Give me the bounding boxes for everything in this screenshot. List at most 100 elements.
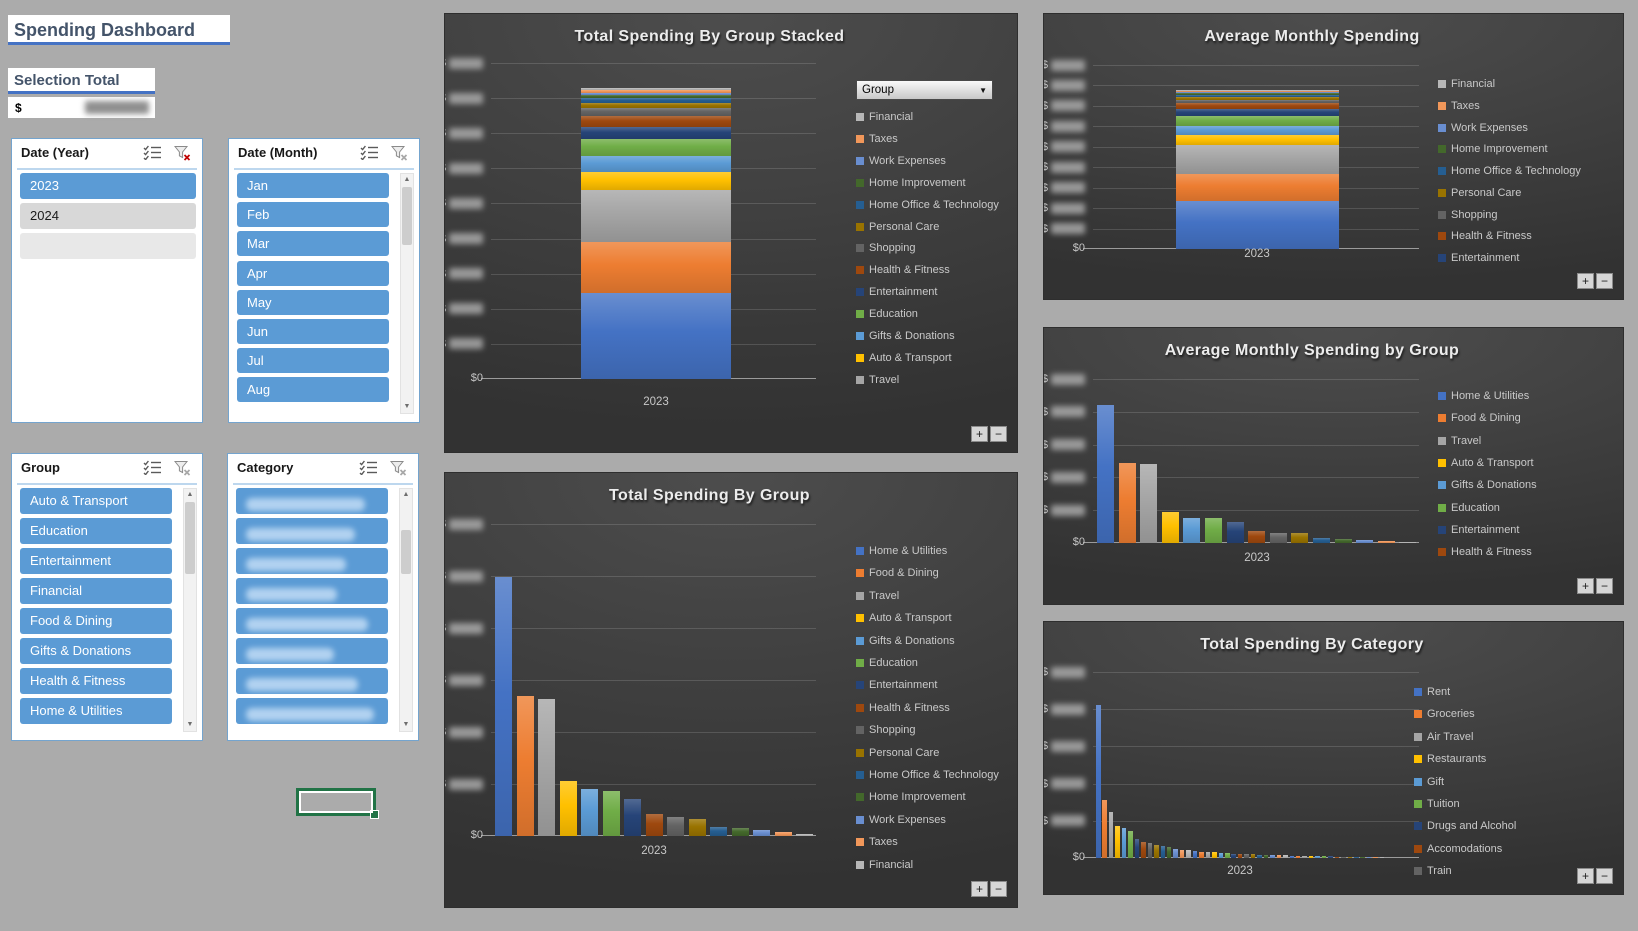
bar-category-33[interactable]: [1302, 855, 1307, 858]
bar-accomodations[interactable]: [1141, 842, 1146, 858]
bar-auto-transport[interactable]: [559, 781, 577, 836]
slicer-item[interactable]: [236, 488, 388, 514]
fill-handle[interactable]: [370, 810, 379, 819]
bar-entertainment[interactable]: [624, 798, 641, 836]
bar-category-40[interactable]: [1347, 856, 1353, 858]
bar-category-11[interactable]: [1160, 846, 1165, 858]
slicer-item-gifts-donations[interactable]: Gifts & Donations: [20, 638, 172, 664]
slicer-item[interactable]: [236, 608, 388, 634]
stack-segment-health-fitness[interactable]: [1175, 102, 1339, 109]
slicer-item-auto-transport[interactable]: Auto & Transport: [20, 488, 172, 514]
scroll-down-icon[interactable]: ▼: [400, 719, 412, 731]
multi-select-icon[interactable]: [140, 459, 164, 479]
bar-category-37[interactable]: [1328, 856, 1333, 858]
scrollbar-thumb[interactable]: [402, 187, 412, 245]
slicer-item[interactable]: [236, 518, 388, 544]
collapse-button[interactable]: −: [1596, 578, 1613, 594]
bar-category-30[interactable]: [1283, 855, 1288, 858]
bar-category-10[interactable]: [1154, 844, 1159, 858]
bar-home-office-technology[interactable]: [710, 826, 727, 836]
slicer-item-home-utilities[interactable]: Home & Utilities: [20, 698, 172, 724]
stack-segment-travel[interactable]: [1175, 145, 1339, 175]
expand-button[interactable]: +: [1577, 273, 1594, 289]
stack-segment-shopping[interactable]: [581, 108, 731, 116]
slicer-item[interactable]: [236, 638, 388, 664]
slicer-item-health-fitness[interactable]: Health & Fitness: [20, 668, 172, 694]
bar-category-28[interactable]: [1270, 855, 1275, 858]
clear-filter-icon[interactable]: [170, 459, 194, 479]
slicer-item-education[interactable]: Education: [20, 518, 172, 544]
bar-category-12[interactable]: [1166, 847, 1172, 858]
bar-travel[interactable]: [1140, 464, 1158, 543]
stack-segment-food-dining[interactable]: [1175, 174, 1339, 201]
bar-work-expenses[interactable]: [1356, 539, 1374, 543]
bar-category-14[interactable]: [1179, 849, 1185, 858]
expand-button[interactable]: +: [1577, 578, 1594, 594]
scroll-down-icon[interactable]: ▼: [184, 719, 196, 731]
bar-auto-transport[interactable]: [1161, 511, 1179, 543]
bar-category-23[interactable]: [1237, 853, 1243, 858]
collapse-button[interactable]: −: [1596, 273, 1613, 289]
bar-work-expenses[interactable]: [753, 829, 770, 836]
multi-select-icon[interactable]: [357, 144, 381, 164]
bar-taxes[interactable]: [774, 831, 792, 836]
scrollbar-thumb[interactable]: [401, 530, 411, 574]
bar-category-31[interactable]: [1289, 855, 1294, 858]
stack-segment-education[interactable]: [1175, 115, 1339, 126]
bar-train[interactable]: [1147, 842, 1153, 858]
stack-segment-home-improvement[interactable]: [1175, 93, 1339, 95]
slicer-item-food-dining[interactable]: Food & Dining: [20, 608, 172, 634]
bar-home-improvement[interactable]: [731, 828, 749, 836]
slicer-item-apr[interactable]: Apr: [237, 260, 389, 286]
slicer-item-jul[interactable]: Jul: [237, 348, 389, 374]
bar-home-utilities[interactable]: [1097, 405, 1114, 543]
slicer-item-aug[interactable]: Aug: [237, 377, 389, 403]
bar-financial[interactable]: [1399, 542, 1417, 543]
stack-segment-education[interactable]: [581, 138, 731, 156]
bar-home-utilities[interactable]: [495, 577, 512, 836]
bar-education[interactable]: [602, 790, 620, 836]
slicer-item[interactable]: [236, 548, 388, 574]
collapse-button[interactable]: −: [1596, 868, 1613, 884]
bar-category-43[interactable]: [1366, 856, 1372, 858]
expand-button[interactable]: +: [1577, 868, 1594, 884]
scroll-up-icon[interactable]: ▲: [400, 489, 412, 501]
multi-select-icon[interactable]: [140, 144, 164, 164]
slicer-item-jan[interactable]: Jan: [237, 173, 389, 198]
stack-segment-gifts-donations[interactable]: [1175, 125, 1339, 135]
clear-filter-icon[interactable]: [387, 144, 411, 164]
collapse-button[interactable]: −: [990, 881, 1007, 897]
stack-segment-personal-care[interactable]: [581, 102, 731, 109]
bar-category-26[interactable]: [1257, 854, 1262, 858]
bar-tuition[interactable]: [1128, 830, 1133, 858]
selected-cell[interactable]: [296, 788, 379, 819]
bar-category-35[interactable]: [1315, 856, 1320, 858]
slicer-item-financial[interactable]: Financial: [20, 578, 172, 604]
bar-groceries[interactable]: [1102, 800, 1107, 858]
bar-gifts-donations[interactable]: [581, 789, 598, 836]
stack-segment-entertainment[interactable]: [581, 126, 731, 139]
clear-filter-icon[interactable]: [386, 459, 410, 479]
stack-segment-home-office-technology[interactable]: [581, 98, 731, 103]
stack-segment-gifts-donations[interactable]: [581, 155, 731, 172]
stack-segment-entertainment[interactable]: [1175, 108, 1339, 116]
bar-education[interactable]: [1205, 518, 1222, 543]
stack-segment-shopping[interactable]: [1175, 99, 1339, 103]
bar-category-13[interactable]: [1173, 848, 1178, 858]
stack-segment-taxes[interactable]: [1175, 90, 1339, 92]
bar-category-38[interactable]: [1334, 856, 1340, 858]
bar-gifts-donations[interactable]: [1183, 518, 1201, 543]
stack-segment-home-improvement[interactable]: [581, 94, 731, 99]
stack-segment-personal-care[interactable]: [1175, 96, 1339, 100]
bar-entertainment[interactable]: [1226, 521, 1244, 543]
group-field-button[interactable]: Group ▼: [856, 80, 993, 100]
bar-category-42[interactable]: [1360, 856, 1365, 858]
bar-drugs-and-alcohol[interactable]: [1134, 839, 1140, 858]
slicer-item-jun[interactable]: Jun: [237, 319, 389, 344]
slicer-item-entertainment[interactable]: Entertainment: [20, 548, 172, 574]
bar-food-dining[interactable]: [516, 695, 534, 836]
collapse-button[interactable]: −: [990, 426, 1007, 442]
multi-select-icon[interactable]: [356, 459, 380, 479]
bar-category-21[interactable]: [1225, 853, 1230, 858]
stack-segment-food-dining[interactable]: [581, 242, 731, 293]
